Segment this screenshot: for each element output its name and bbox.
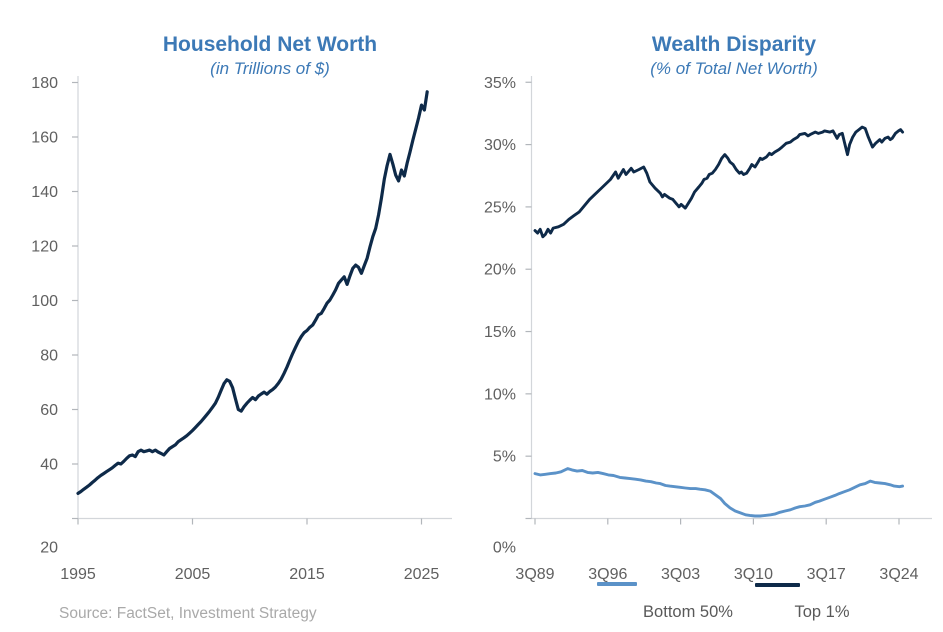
- x-axis-label: 3Q96: [588, 566, 627, 583]
- axis-lines: [77, 76, 452, 520]
- y-axis-label: 40: [40, 457, 58, 474]
- y-axis-label: 25%: [484, 199, 516, 216]
- x-axis-label: 2015: [289, 566, 325, 583]
- y-axis-label: 140: [31, 184, 58, 201]
- y-axis-label: 80: [40, 348, 58, 365]
- source-note: Source: FactSet, Investment Strategy: [59, 605, 317, 622]
- chart-wealth-disparity: 35% 30% 25% 20% 15% 10% 5% 0% 3Q89 3Q96 3Q03 3Q10 3Q…: [484, 75, 932, 583]
- right-chart-title: Wealth Disparity: [651, 33, 817, 56]
- y-axis-label: 20%: [484, 262, 516, 279]
- y-axis-label: 60: [40, 402, 58, 419]
- y-axis-label: 30%: [484, 137, 516, 154]
- left-chart-title: Household Net Worth: [162, 33, 378, 56]
- legend-label-top1: Top 1%: [794, 603, 850, 621]
- y-axis-label: 20: [40, 540, 58, 557]
- x-axis-label: 3Q03: [661, 566, 700, 583]
- left-chart-subtitle: (in Trillions of $): [210, 59, 330, 78]
- right-chart-subtitle: (% of Total Net Worth): [650, 59, 818, 78]
- x-axis-label: 3Q10: [734, 566, 773, 583]
- y-axis-label: 15%: [484, 324, 516, 341]
- series-line-bottom-50: [533, 467, 905, 518]
- x-axis-label: 1995: [60, 566, 96, 583]
- y-axis-label: 160: [31, 130, 58, 147]
- y-axis-label: 10%: [484, 386, 516, 403]
- y-axis-label: 5%: [493, 449, 516, 466]
- y-axis-label: 0%: [493, 540, 516, 557]
- x-axis-label: 2005: [175, 566, 211, 583]
- y-axis-label: 35%: [484, 75, 516, 92]
- x-axis-label: 2025: [404, 566, 440, 583]
- legend-line-bottom50: [597, 582, 637, 586]
- x-axis-label: 3Q24: [879, 566, 918, 583]
- y-axis-label: 180: [31, 75, 58, 92]
- series-line-top-1: [533, 125, 905, 239]
- x-axis-label: 3Q17: [807, 566, 846, 583]
- y-axis-label: 120: [31, 239, 58, 256]
- legend-label-bottom50: Bottom 50%: [643, 603, 733, 621]
- y-axis-label: 100: [31, 293, 58, 310]
- legend-line-top1: [755, 583, 800, 587]
- series-line-household-net-worth: [76, 90, 429, 495]
- x-axis-label: 3Q89: [515, 566, 554, 583]
